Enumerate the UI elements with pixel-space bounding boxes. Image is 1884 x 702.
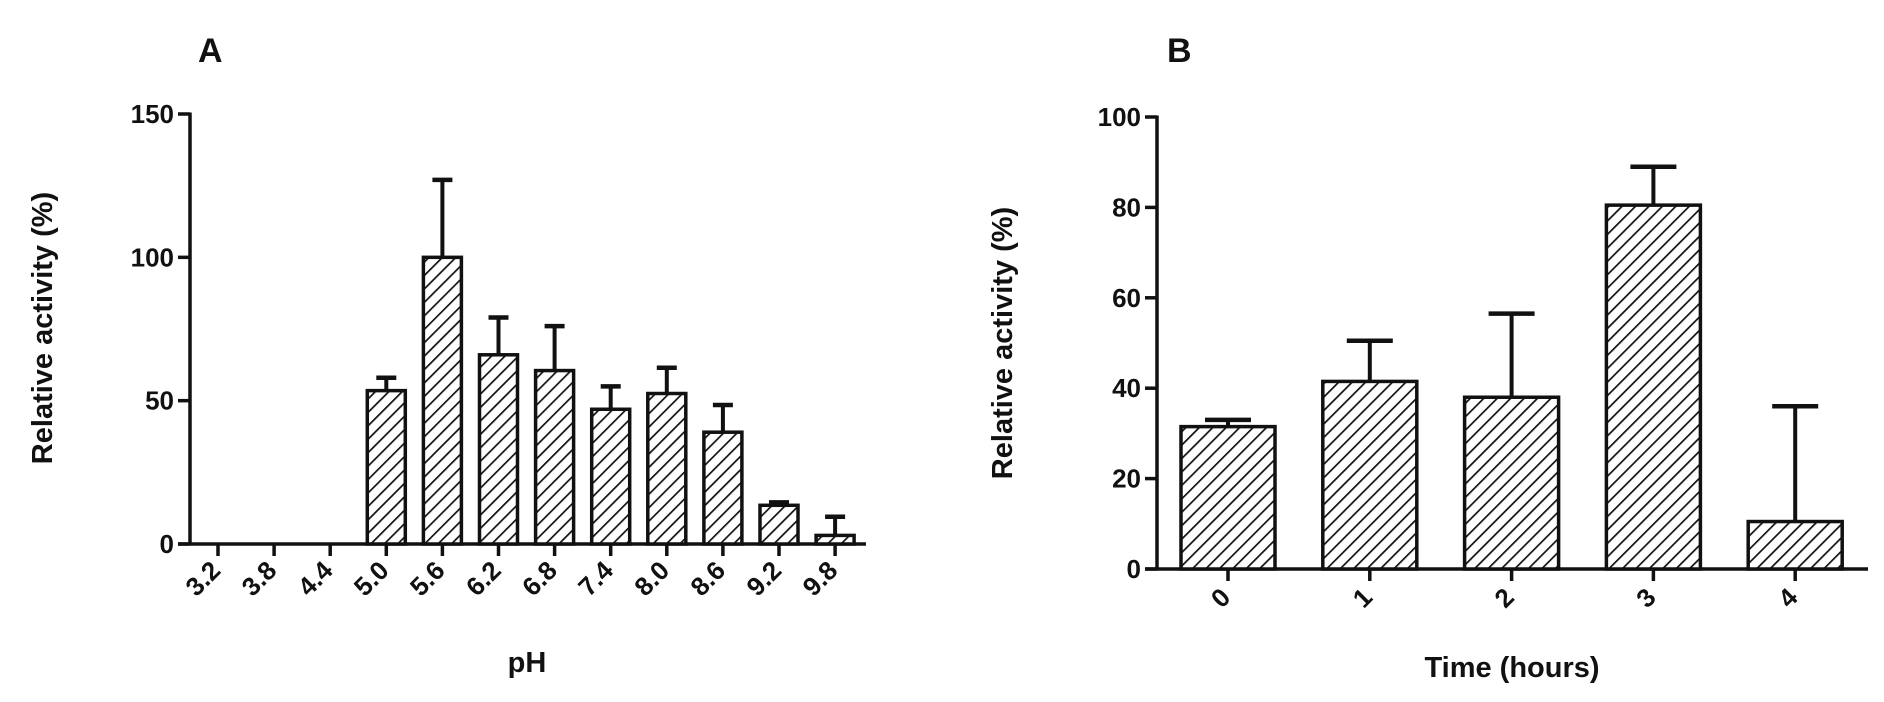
bar-3: [1604, 203, 1703, 571]
x-tick-label: 9.8: [797, 555, 844, 602]
bar-9.2: [758, 503, 800, 546]
x-tick-label: 8.0: [628, 555, 675, 602]
x-tick-label: 6.8: [516, 555, 563, 602]
x-tick-label: 8.6: [684, 555, 731, 602]
panel-b-letter: B: [1167, 32, 1192, 70]
bar-5.0: [365, 388, 408, 546]
bar-9.8: [814, 533, 856, 546]
x-tick-label: 5.0: [348, 555, 395, 602]
bar-8.0: [646, 391, 688, 546]
x-tick-label: 6.2: [460, 555, 507, 602]
bar-8.6: [702, 430, 744, 546]
panel-a-x-axis-title: pH: [508, 647, 547, 679]
bar-2: [1462, 395, 1561, 571]
x-tick-label: 2: [1488, 582, 1519, 613]
y-tick-label: 100: [1098, 102, 1141, 132]
y-tick-label: 100: [131, 242, 174, 272]
panel-a-chart: A Relative activity (%) pH 0 50 100 150 3.2 3…: [27, 32, 866, 679]
x-tick-label: 5.6: [404, 555, 451, 602]
x-tick-label: 4.4: [292, 555, 339, 602]
y-tick-label: 40: [1112, 373, 1141, 403]
panel-b-y-axis-title: Relative activity (%): [987, 207, 1019, 479]
y-tick-label: 60: [1112, 283, 1141, 313]
y-tick-label: 20: [1112, 464, 1141, 494]
bar-0: [1179, 424, 1277, 571]
y-tick-label: 150: [131, 99, 174, 129]
bar-5.6: [421, 255, 464, 546]
y-tick-label: 0: [1127, 554, 1141, 584]
panel-b-plot-area: 0 20 40 60 80 100 0 1 2 3 4: [1098, 102, 1868, 613]
bar-6.2: [477, 353, 520, 546]
x-tick-label: 0: [1205, 582, 1236, 613]
x-tick-label: 3.2: [179, 555, 226, 602]
panel-a-y-axis-title: Relative activity (%): [27, 192, 59, 464]
x-tick-label: 3.8: [236, 555, 283, 602]
x-tick-label: 7.4: [572, 555, 619, 602]
bar-4: [1746, 519, 1844, 571]
panel-b-x-axis-title: Time (hours): [1424, 652, 1599, 684]
bar-6.8: [533, 368, 576, 546]
x-tick-label: 9.2: [740, 555, 787, 602]
y-tick-label: 50: [145, 386, 174, 416]
bar-7.4: [589, 407, 632, 546]
bar-1: [1321, 379, 1419, 571]
panel-b-chart: B Relative activity (%) Time (hours) 020…: [987, 32, 1868, 684]
y-tick-label: 0: [160, 529, 174, 559]
x-tick-label: 1: [1347, 582, 1378, 613]
y-tick-label: 80: [1112, 192, 1141, 222]
x-tick-label: 3: [1630, 582, 1661, 613]
panel-a-letter: A: [198, 32, 223, 70]
x-tick-label: 4: [1772, 582, 1804, 614]
